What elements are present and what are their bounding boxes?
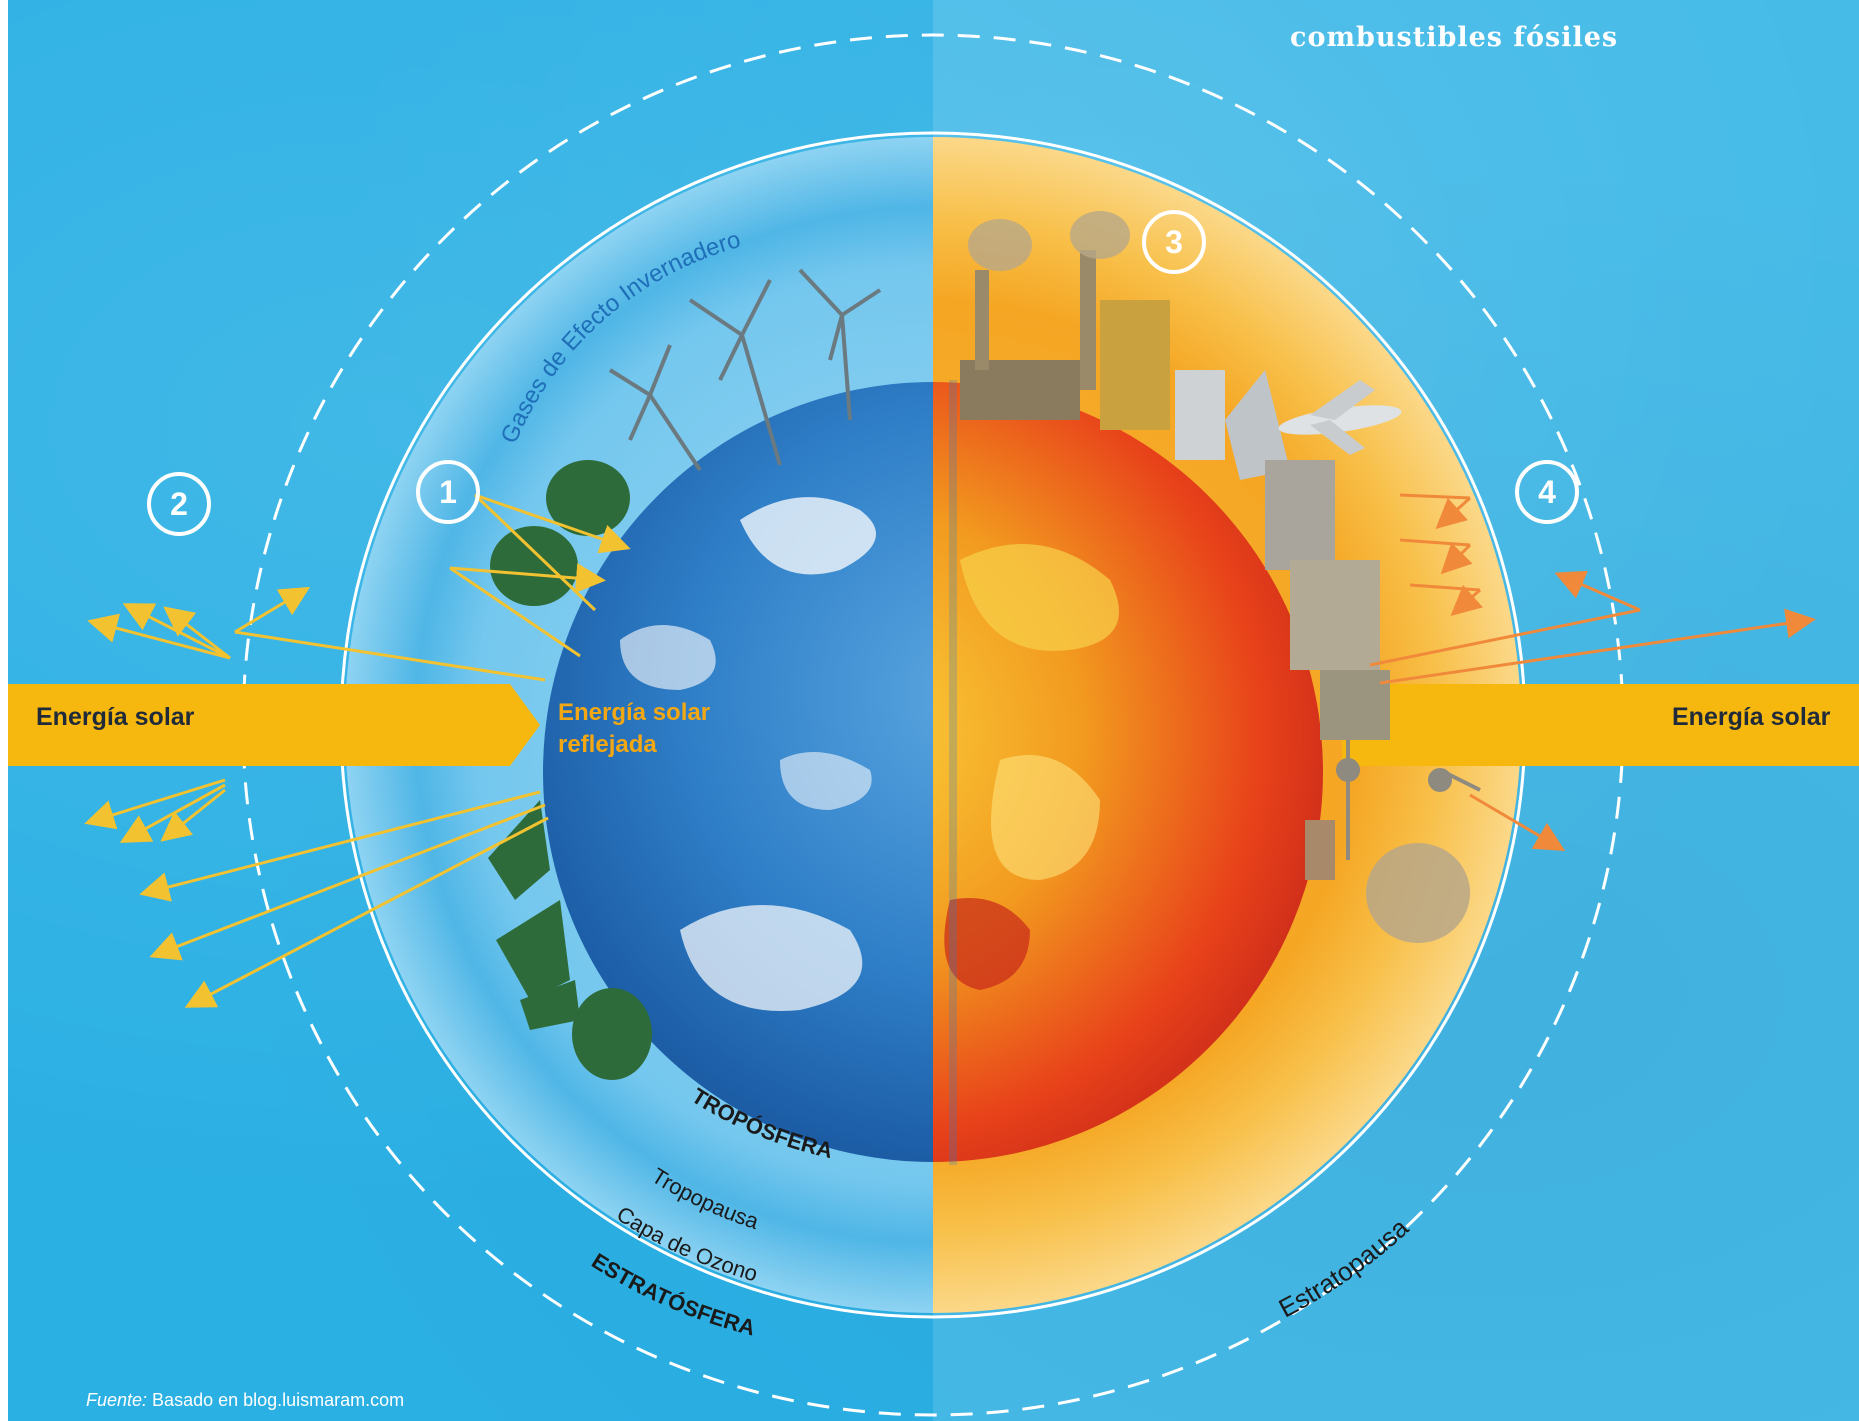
solar-energy-band: [8, 684, 1859, 766]
skyscraper-icon: [1100, 300, 1390, 740]
source-text: Basado en blog.luismaram.com: [147, 1390, 405, 1410]
solar-energy-right-label: Energía solar: [1672, 703, 1831, 731]
earth-cool: [543, 382, 933, 1162]
source-prefix: Fuente:: [86, 1390, 148, 1410]
earth-hot: [933, 382, 1323, 1162]
source-credit: Fuente: Basado en blog.luismaram.com: [86, 1390, 404, 1411]
reflected-radiation-arrows: [84, 493, 631, 1008]
trapped-heat-arrows: [1369, 493, 1816, 852]
badge-1: 1: [416, 460, 480, 524]
factory-chimney-icon: [960, 211, 1470, 943]
stratopause-label: Estratopausa: [1274, 1212, 1415, 1323]
badge-3: 3: [1142, 210, 1206, 274]
tv-tower-icon: [1305, 740, 1481, 880]
badge-2: 2: [147, 472, 211, 536]
solar-energy-left-label: Energía solar: [36, 703, 195, 731]
page-title: combustibles fósiles: [1290, 22, 1619, 53]
reflected-solar-energy-label: Energía solar reflejada: [558, 699, 711, 758]
wind-turbine-icon: [608, 268, 882, 472]
tree-icon: [488, 460, 652, 1080]
airplane-icon: [1278, 380, 1402, 455]
badge-4: 4: [1515, 460, 1579, 524]
